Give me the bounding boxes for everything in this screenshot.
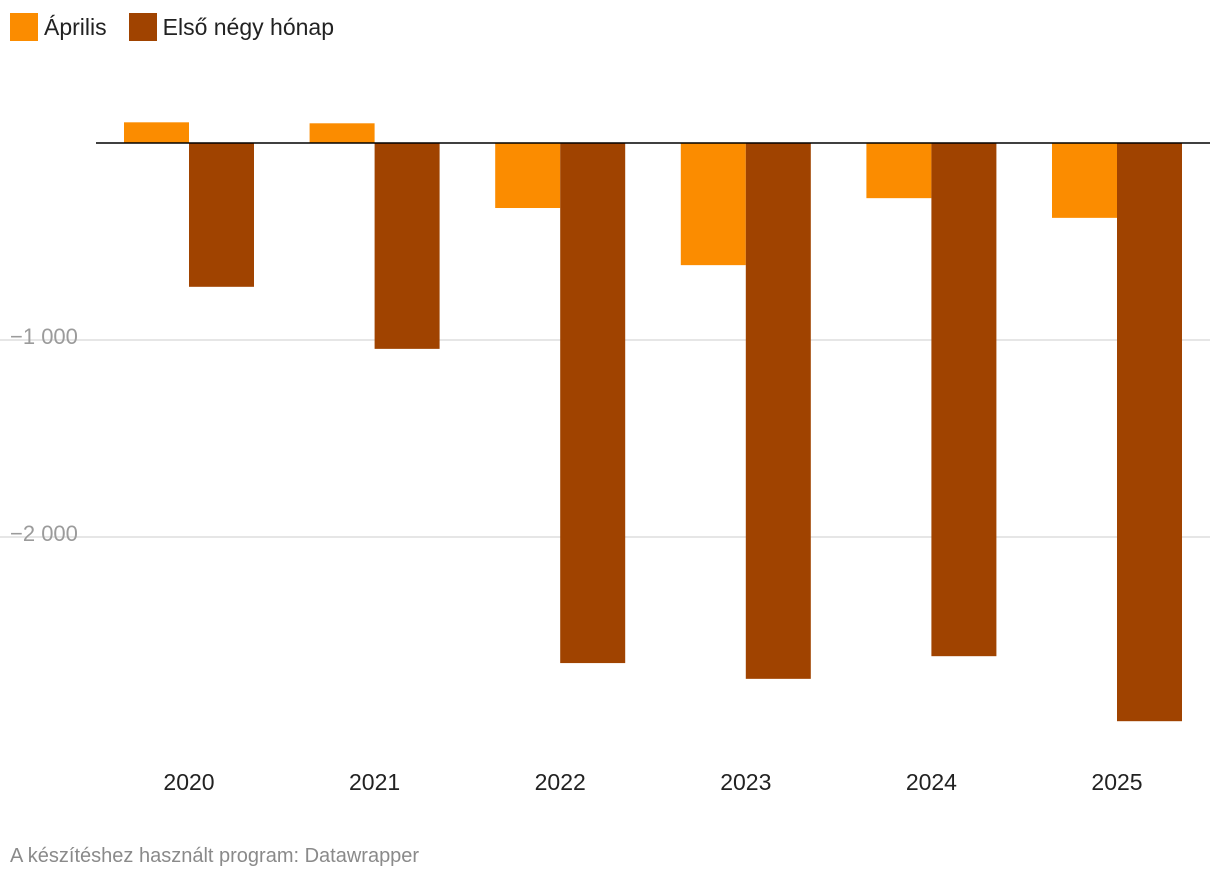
x-category-label: 2025 — [1091, 769, 1142, 795]
bar-april-2024 — [866, 143, 932, 199]
legend-item-first-four-months: Első négy hónap — [128, 13, 334, 41]
legend-label-first-four-months: Első négy hónap — [162, 13, 334, 40]
bar-first-four-months-2023 — [745, 143, 811, 679]
bar-first-four-months-2024 — [931, 143, 997, 657]
x-category-label: 2020 — [163, 769, 214, 795]
x-category-label: 2021 — [349, 769, 400, 795]
y-tick-label: −1 000 — [10, 324, 78, 349]
x-category-label: 2022 — [535, 769, 586, 795]
bar-april-2022 — [495, 143, 561, 209]
y-tick-label: −2 000 — [10, 521, 78, 546]
credit-footer: A készítéshez használt program: Datawrap… — [10, 845, 420, 867]
x-category-label: 2023 — [720, 769, 771, 795]
legend: Április Első négy hónap — [10, 12, 356, 42]
bar-april-2023 — [680, 143, 746, 266]
legend-item-april: Április — [10, 13, 107, 41]
legend-label-april: Április — [44, 13, 107, 40]
bar-first-four-months-2021 — [374, 143, 440, 349]
bar-april-2021 — [309, 123, 375, 143]
x-category-label: 2024 — [906, 769, 957, 795]
legend-swatch-first-four-months — [128, 13, 157, 41]
bar-april-2025 — [1052, 143, 1117, 218]
legend-swatch-april — [10, 13, 38, 41]
bar-first-four-months-2022 — [560, 143, 626, 664]
bar-first-four-months-2025 — [1117, 143, 1182, 722]
bar-first-four-months-2020 — [189, 143, 254, 287]
bar-april-2020 — [124, 122, 189, 143]
